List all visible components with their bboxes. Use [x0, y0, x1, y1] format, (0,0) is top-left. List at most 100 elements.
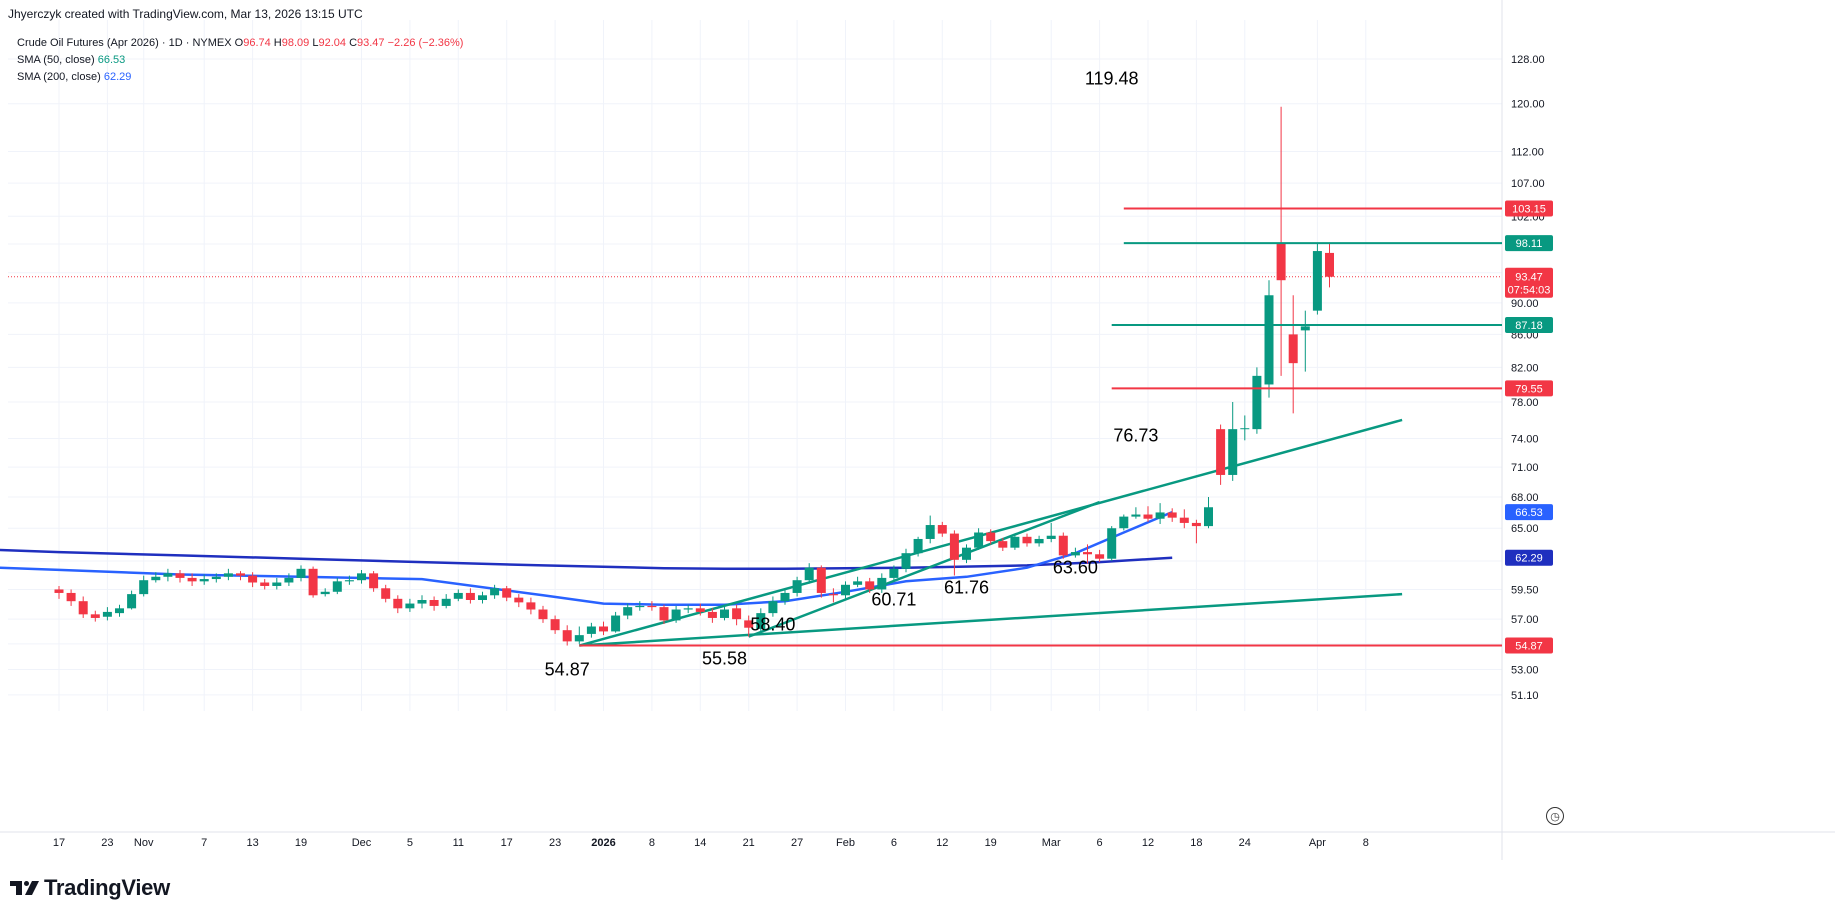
candle-body[interactable]: [586, 626, 596, 634]
candle-body[interactable]: [683, 608, 693, 610]
candle-body[interactable]: [1095, 554, 1105, 559]
candle-body[interactable]: [320, 591, 330, 595]
candle-body[interactable]: [1300, 326, 1310, 331]
candle-body[interactable]: [151, 576, 161, 581]
candle-body[interactable]: [296, 568, 306, 578]
candle-body[interactable]: [1288, 334, 1298, 364]
candle-body[interactable]: [792, 580, 802, 593]
candle-body[interactable]: [211, 576, 221, 580]
candle-body[interactable]: [962, 547, 971, 560]
clock-icon[interactable]: ◷: [1546, 807, 1564, 825]
candle-body[interactable]: [635, 605, 645, 608]
candle-body[interactable]: [1191, 522, 1201, 527]
candle-body[interactable]: [1034, 538, 1044, 544]
candle-body[interactable]: [1083, 552, 1092, 555]
candle-body[interactable]: [611, 615, 621, 632]
candle-body[interactable]: [998, 541, 1008, 548]
candle-body[interactable]: [381, 588, 391, 599]
candle-body[interactable]: [1155, 512, 1165, 519]
candle-body[interactable]: [550, 619, 560, 631]
candle-body[interactable]: [272, 582, 282, 586]
legend-sma200-row[interactable]: SMA (200, close) 62.29: [17, 69, 463, 86]
candle-body[interactable]: [1058, 535, 1068, 556]
candle-body[interactable]: [102, 611, 112, 617]
candle-body[interactable]: [127, 594, 137, 609]
candle-body[interactable]: [429, 599, 439, 606]
candle-body[interactable]: [199, 579, 209, 582]
candle-body[interactable]: [115, 608, 124, 614]
time-axis[interactable]: 31723Nov71319Dec511172320268142127Feb612…: [0, 837, 1369, 849]
candle-body[interactable]: [78, 601, 88, 615]
candle-body[interactable]: [308, 568, 318, 596]
candle-body[interactable]: [1070, 552, 1080, 556]
candle-body[interactable]: [599, 626, 608, 632]
candle-body[interactable]: [260, 582, 270, 586]
candle-body[interactable]: [1167, 512, 1177, 518]
candle-body[interactable]: [744, 620, 754, 628]
candle-body[interactable]: [1325, 252, 1334, 277]
candle-body[interactable]: [1240, 428, 1250, 430]
candle-body[interactable]: [647, 605, 657, 608]
candle-body[interactable]: [623, 607, 633, 616]
candle-body[interactable]: [1046, 535, 1056, 539]
candle-body[interactable]: [974, 532, 984, 548]
candle-body[interactable]: [175, 573, 185, 578]
candle-body[interactable]: [223, 573, 233, 577]
candle-body[interactable]: [1264, 295, 1274, 385]
candle-body[interactable]: [490, 588, 500, 596]
candle-body[interactable]: [986, 532, 996, 542]
candle-body[interactable]: [453, 592, 463, 599]
candle-body[interactable]: [332, 581, 342, 592]
candle-body[interactable]: [478, 595, 487, 600]
candle-series[interactable]: [54, 106, 1335, 646]
candle-body[interactable]: [187, 577, 197, 582]
candle-body[interactable]: [1204, 507, 1213, 527]
candle-body[interactable]: [1276, 243, 1286, 281]
candle-body[interactable]: [526, 602, 536, 610]
candle-body[interactable]: [574, 635, 584, 642]
candle-body[interactable]: [514, 597, 524, 603]
candle-body[interactable]: [90, 614, 100, 618]
candle-body[interactable]: [405, 603, 415, 609]
candle-body[interactable]: [344, 580, 354, 582]
price-axis[interactable]: 128.00120.00112.00107.00102.0098.0094.00…: [1511, 54, 1545, 702]
candle-body[interactable]: [865, 581, 875, 590]
candle-body[interactable]: [937, 525, 947, 534]
symbol-title[interactable]: Crude Oil Futures (Apr 2026) · 1D · NYME…: [17, 37, 232, 49]
candle-body[interactable]: [248, 575, 258, 583]
candle-body[interactable]: [139, 580, 149, 595]
candle-body[interactable]: [853, 581, 863, 585]
candle-body[interactable]: [780, 592, 790, 602]
candle-body[interactable]: [236, 573, 245, 576]
candle-body[interactable]: [695, 608, 705, 612]
candle-body[interactable]: [901, 553, 911, 569]
candle-body[interactable]: [1228, 429, 1238, 475]
horizontal-levels[interactable]: [579, 207, 1502, 647]
candle-body[interactable]: [720, 609, 729, 618]
candle-body[interactable]: [841, 584, 850, 596]
candle-body[interactable]: [465, 592, 475, 600]
candle-body[interactable]: [1216, 429, 1226, 475]
candle-body[interactable]: [54, 589, 64, 593]
candle-body[interactable]: [877, 577, 887, 590]
trendline[interactable]: [579, 592, 1403, 647]
candle-body[interactable]: [1119, 516, 1129, 529]
candle-body[interactable]: [707, 611, 717, 618]
trendline[interactable]: [748, 500, 1101, 638]
candle-body[interactable]: [284, 577, 294, 583]
candle-body[interactable]: [538, 609, 548, 620]
candle-body[interactable]: [1022, 536, 1032, 544]
candle-body[interactable]: [889, 568, 899, 578]
candle-body[interactable]: [66, 592, 76, 602]
candle-body[interactable]: [369, 573, 379, 589]
candle-body[interactable]: [671, 609, 681, 621]
legend-sma50-row[interactable]: SMA (50, close) 66.53: [17, 52, 463, 69]
candle-body[interactable]: [393, 598, 403, 609]
candle-body[interactable]: [828, 594, 838, 596]
candle-body[interactable]: [768, 601, 778, 614]
candle-body[interactable]: [816, 567, 826, 593]
candle-body[interactable]: [163, 573, 173, 577]
candle-body[interactable]: [925, 525, 935, 539]
candle-body[interactable]: [1131, 514, 1141, 517]
